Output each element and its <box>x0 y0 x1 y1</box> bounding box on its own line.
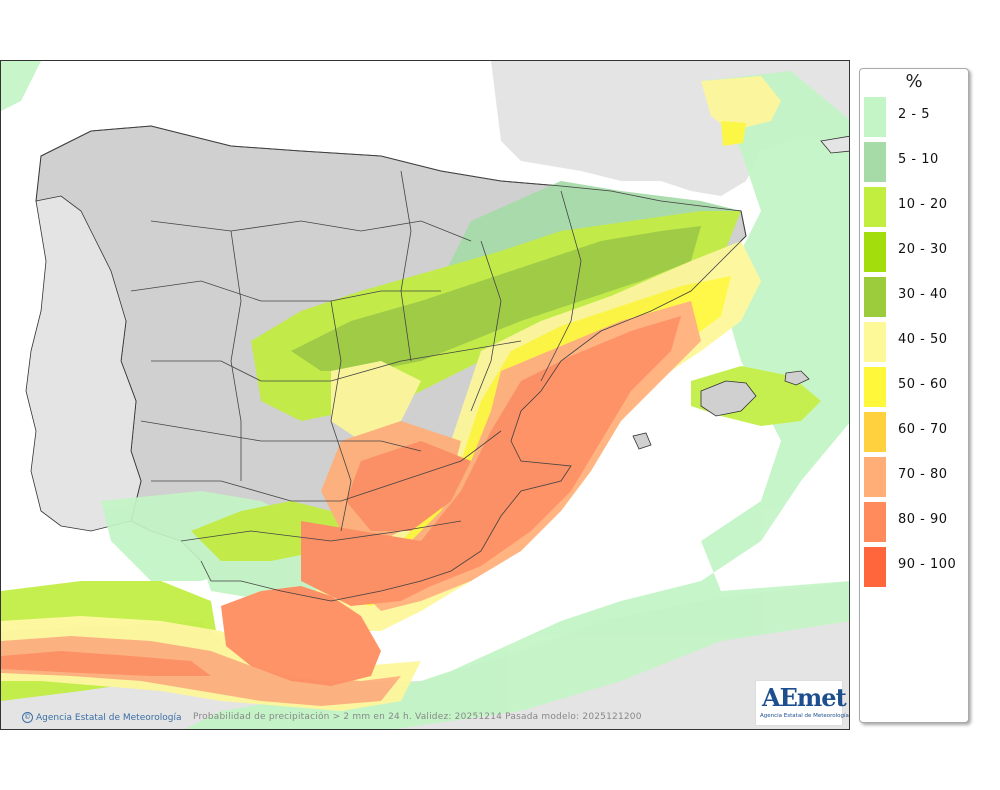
legend-label: 2 - 5 <box>898 107 930 122</box>
menorca-island <box>784 370 810 386</box>
legend-swatch <box>864 187 886 227</box>
legend-swatch <box>864 457 886 497</box>
legend-swatch <box>864 142 886 182</box>
mallorca-island <box>700 380 757 417</box>
legend-item: 60 - 70 <box>864 404 968 452</box>
legend-swatch <box>864 322 886 362</box>
legend-swatch <box>864 277 886 317</box>
legend-label: 5 - 10 <box>898 152 939 167</box>
legend-swatch <box>864 232 886 272</box>
legend-panel: % 2 - 5 5 - 10 10 - 20 20 - 30 30 - 40 40 - 5… <box>859 68 969 723</box>
legend-label: 20 - 30 <box>898 242 948 257</box>
sardinia-land <box>820 135 849 154</box>
legend-label: 50 - 60 <box>898 377 948 392</box>
legend-swatch <box>864 97 886 137</box>
legend-item: 5 - 10 <box>864 134 968 182</box>
precipitation-map <box>1 61 849 729</box>
ibiza-island <box>632 432 652 450</box>
legend-label: 70 - 80 <box>898 467 948 482</box>
legend-swatch <box>864 502 886 542</box>
footer-caption: Probabilidad de precipitación > 2 mm en … <box>193 712 642 722</box>
footer-credit: © Agencia Estatal de Meteorología <box>22 712 182 723</box>
legend-item: 90 - 100 <box>864 539 968 587</box>
legend-item: 2 - 5 <box>864 89 968 137</box>
legend-swatch <box>864 367 886 407</box>
logo-text: AEmet <box>762 683 847 712</box>
logo-subtitle: Agencia Estatal de Meteorología <box>760 713 849 719</box>
legend-item: 20 - 30 <box>864 224 968 272</box>
legend-item: 70 - 80 <box>864 449 968 497</box>
legend-swatch <box>864 412 886 452</box>
legend-item: 80 - 90 <box>864 494 968 542</box>
legend-item: 40 - 50 <box>864 314 968 362</box>
precipitation-overlay <box>1 61 849 729</box>
credit-text: Agencia Estatal de Meteorología <box>36 713 182 723</box>
legend-label: 60 - 70 <box>898 422 948 437</box>
border-lines <box>40 125 747 602</box>
legend-label: 40 - 50 <box>898 332 948 347</box>
legend-label: 10 - 20 <box>898 197 948 212</box>
legend-item: 30 - 40 <box>864 269 968 317</box>
map-frame <box>0 60 850 730</box>
aemet-logo: AEmet Agencia Estatal de Meteorología <box>755 680 849 726</box>
copyright-icon: © <box>22 712 33 723</box>
legend-label: 30 - 40 <box>898 287 948 302</box>
legend-label: 90 - 100 <box>898 557 957 572</box>
legend-item: 50 - 60 <box>864 359 968 407</box>
legend-swatch <box>864 547 886 587</box>
legend-label: 80 - 90 <box>898 512 948 527</box>
legend-item: 10 - 20 <box>864 179 968 227</box>
legend-title: % <box>905 71 923 92</box>
